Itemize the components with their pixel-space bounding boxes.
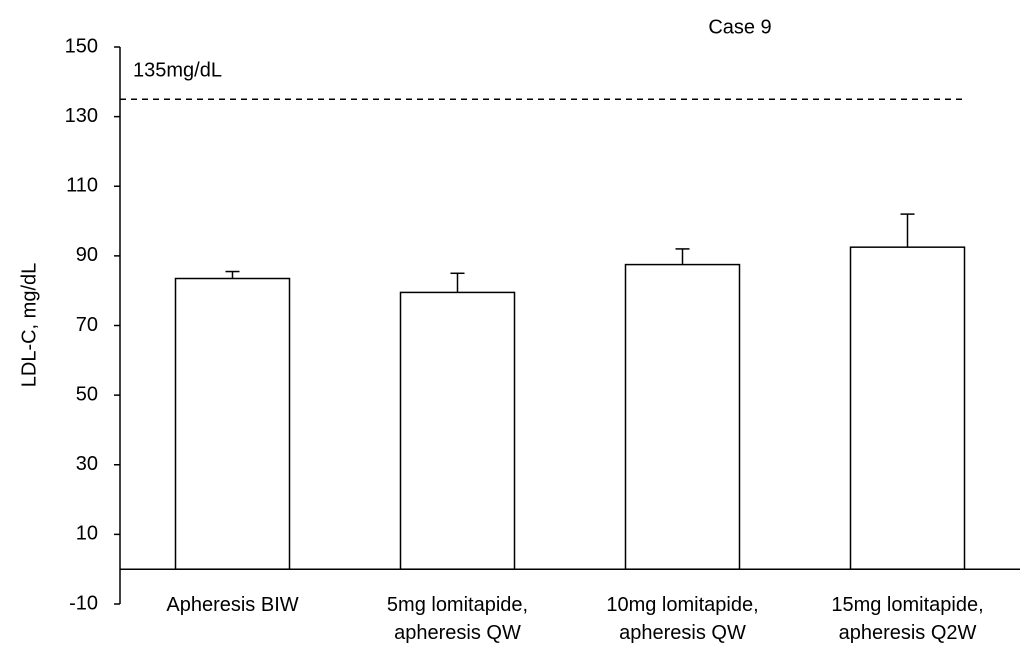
y-tick-label: 70 (76, 314, 98, 336)
y-tick-label: 10 (76, 523, 98, 545)
bar (174, 277, 291, 570)
x-tick-label: 10mg lomitapide, apheresis QW (606, 594, 758, 644)
y-tick-label: 50 (76, 383, 98, 405)
x-tick-label-line: Apheresis BIW (166, 594, 298, 616)
chart-title: Case 9 (708, 16, 771, 38)
x-tick-label: 15mg lomitapide, apheresis Q2W (831, 594, 983, 644)
y-tick-label: 130 (65, 105, 98, 127)
bar (399, 291, 516, 570)
bar (624, 263, 741, 570)
x-tick-label-line: apheresis Q2W (839, 622, 977, 644)
x-tick-label-line: 15mg lomitapide, (831, 594, 983, 616)
x-tick-label-line: 10mg lomitapide, (606, 594, 758, 616)
x-tick-label-line: apheresis QW (619, 622, 746, 644)
y-tick-label: -10 (69, 592, 98, 614)
x-tick-label-line: 5mg lomitapide, (387, 594, 528, 616)
y-tick-label: 30 (76, 453, 98, 475)
y-tick-label: 90 (76, 244, 98, 266)
x-tick-label: 5mg lomitapide, apheresis QW (387, 594, 528, 644)
reference-label: 135mg/dL (133, 60, 222, 82)
x-tick-label-line: apheresis QW (394, 622, 521, 644)
x-tick-label: Apheresis BIW (166, 594, 298, 616)
y-axis-label: LDL-C, mg/dL (18, 263, 40, 388)
y-tick-label: 110 (66, 175, 98, 197)
y-tick-label: 150 (65, 35, 98, 57)
bar (849, 246, 966, 570)
